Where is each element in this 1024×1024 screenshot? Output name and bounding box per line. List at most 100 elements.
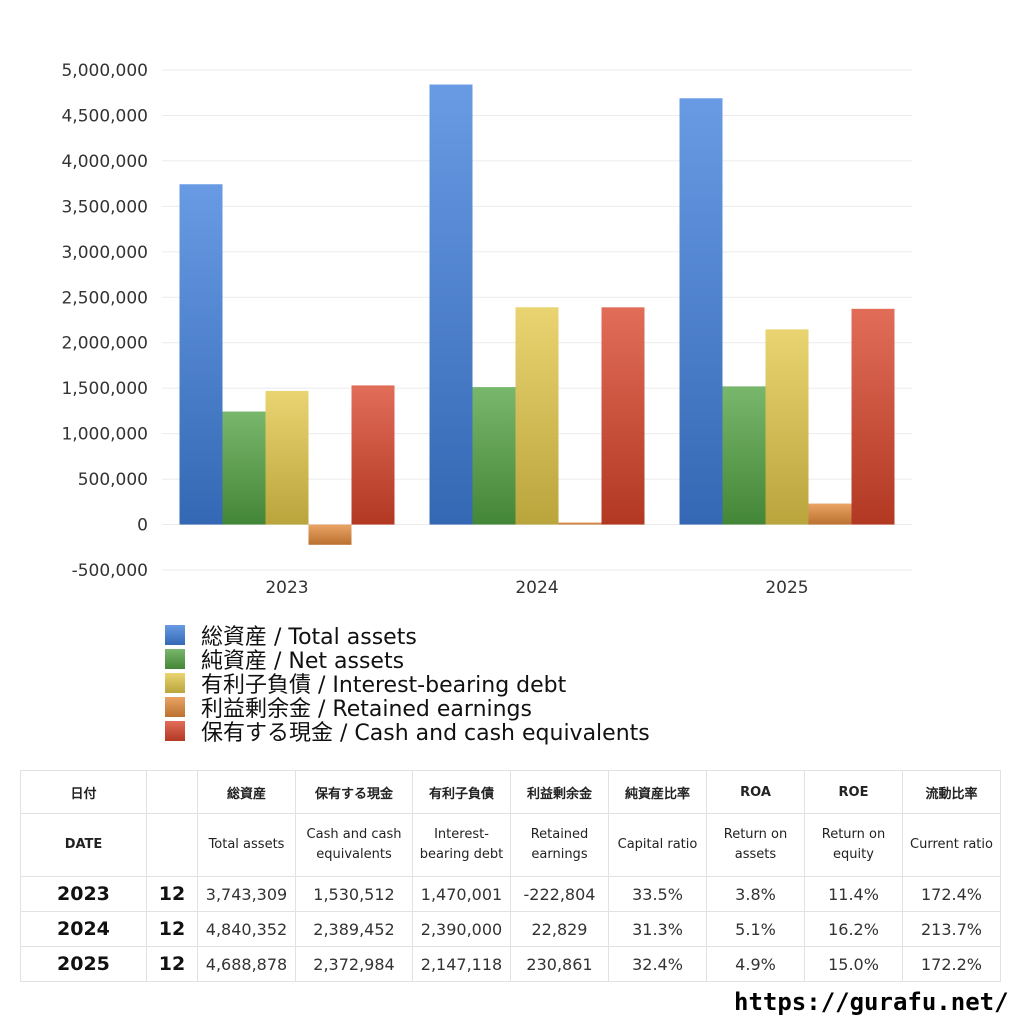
legend-label: 純資産 / Net assets [201, 649, 405, 674]
bars [179, 84, 895, 545]
y-tick-label: 500,000 [78, 470, 148, 490]
debt-cell: 2,390,000 [412, 911, 511, 947]
header-cell: 日付 [20, 770, 147, 814]
header-cell: Return on equity [804, 813, 903, 877]
y-tick-label: 0 [137, 516, 148, 536]
year-cell: 2025 [20, 946, 147, 982]
y-axis-ticks: 5,000,000 4,500,000 4,000,000 3,500,000 3,00… [61, 61, 148, 581]
header-cell: 総資産 [197, 770, 296, 814]
bar [472, 387, 516, 525]
bar-chart: 5,000,000 4,500,000 4,000,000 3,500,000 3,00… [61, 61, 912, 598]
roe-cell: 15.0% [804, 946, 903, 982]
bar [558, 522, 602, 525]
roa-cell: 4.9% [706, 946, 805, 982]
retained-earnings-cell: 22,829 [510, 911, 609, 947]
bar [265, 390, 309, 525]
bar [679, 98, 723, 525]
legend-label: 総資産 / Total assets [201, 625, 417, 650]
roe-cell: 16.2% [804, 911, 903, 947]
legend-swatch [165, 697, 185, 717]
bar [351, 385, 395, 525]
bar [601, 307, 645, 525]
bar [765, 329, 809, 525]
y-tick-label: 2,000,000 [61, 334, 148, 354]
y-tick-label: -500,000 [72, 561, 148, 581]
header-cell: 純資産比率 [608, 770, 707, 814]
capital-ratio-cell: 32.4% [608, 946, 707, 982]
header-cell: ROE [804, 770, 903, 814]
legend-swatch [165, 721, 185, 741]
table-header-en: DATE Total assets Cash and cash equivale… [20, 813, 1001, 877]
table-row: 2023 12 3,743,309 1,530,512 1,470,001 -2… [20, 876, 1001, 912]
legend-item-cash: 保有する現金 / Cash and cash equivalents [165, 719, 650, 746]
y-tick-label: 1,000,000 [61, 425, 148, 445]
legend-swatch [165, 625, 185, 645]
retained-earnings-cell: 230,861 [510, 946, 609, 982]
roe-cell: 11.4% [804, 876, 903, 912]
y-tick-label: 3,500,000 [61, 197, 148, 217]
legend: 総資産 / Total assets 純資産 / Net assets 有利子負… [165, 623, 650, 746]
current-ratio-cell: 172.2% [902, 946, 1001, 982]
y-tick-label: 4,500,000 [61, 106, 148, 126]
table-row: 2024 12 4,840,352 2,389,452 2,390,000 22… [20, 911, 1001, 947]
legend-label: 有利子負債 / Interest-bearing debt [201, 673, 567, 698]
bar [308, 524, 352, 545]
year-cell: 2024 [20, 911, 147, 947]
header-cell [146, 813, 198, 877]
total-assets-cell: 3,743,309 [197, 876, 296, 912]
capital-ratio-cell: 33.5% [608, 876, 707, 912]
header-cell: Cash and cash equivalents [295, 813, 413, 877]
legend-swatch [165, 673, 185, 693]
header-cell: DATE [20, 813, 147, 877]
y-tick-label: 3,000,000 [61, 243, 148, 263]
total-assets-cell: 4,840,352 [197, 911, 296, 947]
x-tick-label: 2025 [765, 578, 808, 598]
bar [515, 307, 559, 525]
cash-cell: 2,372,984 [295, 946, 413, 982]
retained-earnings-cell: -222,804 [510, 876, 609, 912]
legend-item-net-assets: 純資産 / Net assets [165, 647, 650, 674]
header-cell: 流動比率 [902, 770, 1001, 814]
year-cell: 2023 [20, 876, 147, 912]
header-cell [146, 770, 198, 814]
header-cell: 保有する現金 [295, 770, 413, 814]
financial-table: 日付 総資産 保有する現金 有利子負債 利益剰余金 純資産比率 ROA ROE … [20, 770, 1001, 982]
bar [222, 411, 266, 525]
capital-ratio-cell: 31.3% [608, 911, 707, 947]
y-tick-label: 4,000,000 [61, 152, 148, 172]
header-cell: Total assets [197, 813, 296, 877]
total-assets-cell: 4,688,878 [197, 946, 296, 982]
header-cell: Retained earnings [510, 813, 609, 877]
y-tick-label: 1,500,000 [61, 379, 148, 399]
debt-cell: 2,147,118 [412, 946, 511, 982]
y-tick-label: 5,000,000 [61, 61, 148, 81]
month-cell: 12 [146, 911, 198, 947]
header-cell: 有利子負債 [412, 770, 511, 814]
header-cell: ROA [706, 770, 805, 814]
cash-cell: 2,389,452 [295, 911, 413, 947]
bar [851, 308, 895, 525]
month-cell: 12 [146, 876, 198, 912]
x-axis-labels: 2023 2024 2025 [265, 578, 808, 598]
legend-item-total-assets: 総資産 / Total assets [165, 623, 650, 650]
table-row: 2025 12 4,688,878 2,372,984 2,147,118 23… [20, 946, 1001, 982]
header-cell: Capital ratio [608, 813, 707, 877]
header-cell: Current ratio [902, 813, 1001, 877]
current-ratio-cell: 172.4% [902, 876, 1001, 912]
x-tick-label: 2023 [265, 578, 308, 598]
debt-cell: 1,470,001 [412, 876, 511, 912]
bar [179, 184, 223, 525]
legend-item-interest-bearing-debt: 有利子負債 / Interest-bearing debt [165, 671, 650, 698]
x-tick-label: 2024 [515, 578, 558, 598]
bar [722, 386, 766, 525]
legend-label: 利益剰余金 / Retained earnings [201, 697, 532, 722]
y-tick-label: 2,500,000 [61, 288, 148, 308]
header-cell: 利益剰余金 [510, 770, 609, 814]
roa-cell: 3.8% [706, 876, 805, 912]
legend-swatch [165, 649, 185, 669]
current-ratio-cell: 213.7% [902, 911, 1001, 947]
header-cell: Interest-bearing debt [412, 813, 511, 877]
header-cell: Return on assets [706, 813, 805, 877]
roa-cell: 5.1% [706, 911, 805, 947]
cash-cell: 1,530,512 [295, 876, 413, 912]
